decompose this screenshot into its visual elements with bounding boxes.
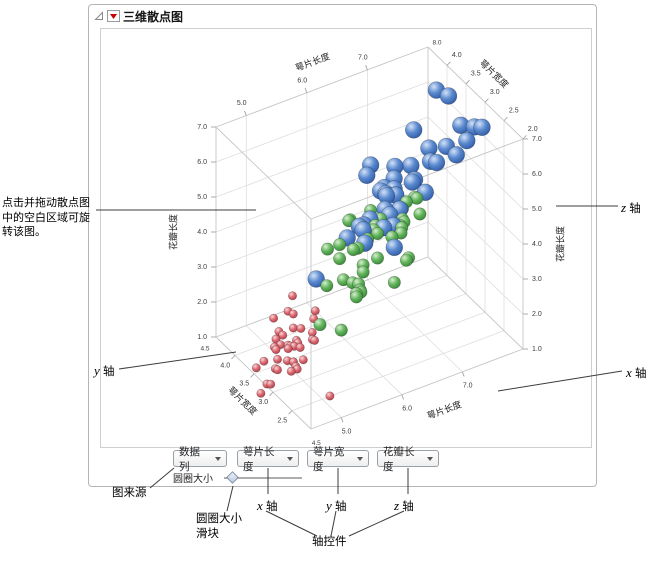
svg-text:3.0: 3.0 xyxy=(258,399,268,406)
disclosure-triangle-icon[interactable] xyxy=(94,11,104,21)
chevron-down-icon xyxy=(427,456,433,461)
svg-text:4.5: 4.5 xyxy=(312,440,321,447)
math-letter: x xyxy=(626,365,632,380)
svg-text:7.0: 7.0 xyxy=(532,136,542,143)
svg-text:4.5: 4.5 xyxy=(200,346,209,353)
svg-text:7.0: 7.0 xyxy=(463,383,473,390)
math-letter: z xyxy=(621,200,627,215)
svg-text:6.0: 6.0 xyxy=(532,171,542,178)
annotation-suffix: 轴 xyxy=(631,368,647,380)
z-axis-dropdown[interactable]: 花瓣长度 xyxy=(377,446,439,473)
svg-text:6.0: 6.0 xyxy=(402,406,412,413)
svg-text:萼片宽度: 萼片宽度 xyxy=(226,384,260,417)
annotation-x-axis: x 轴 xyxy=(626,364,646,382)
report-panel: 三维散点图 5.0 5.0 6.0 6.0 7.0 7.0 2.5 3.0 3.5 4.0 2.0 2… xyxy=(88,4,597,487)
panel-title: 三维散点图 xyxy=(123,9,184,24)
svg-text:3.5: 3.5 xyxy=(471,71,481,78)
circle-size-label: 圆圈大小 xyxy=(173,474,213,485)
annotation-suffix: 轴 xyxy=(331,501,347,513)
svg-text:3.0: 3.0 xyxy=(197,264,207,271)
outline-title-bar: 三维散点图 xyxy=(94,9,184,24)
annotation-y-axis-bottom: y 轴 xyxy=(326,497,346,515)
svg-text:萼片长度: 萼片长度 xyxy=(294,50,332,73)
svg-text:1.0: 1.0 xyxy=(197,334,207,341)
svg-text:2.0: 2.0 xyxy=(528,126,538,133)
svg-text:6.0: 6.0 xyxy=(297,77,307,84)
math-letter: y xyxy=(94,363,100,378)
red-triangle-menu-icon[interactable] xyxy=(107,10,120,22)
svg-text:4.0: 4.0 xyxy=(532,241,542,248)
svg-text:5.0: 5.0 xyxy=(197,194,207,201)
svg-text:7.0: 7.0 xyxy=(358,55,368,62)
svg-text:3.0: 3.0 xyxy=(490,89,500,96)
dropdown-label: 萼片长度 xyxy=(243,445,275,473)
scatterplot-3d-canvas[interactable]: 5.0 5.0 6.0 6.0 7.0 7.0 2.5 3.0 3.5 4.0 2.0 2.5 3.0 3… xyxy=(100,28,592,448)
math-letter: y xyxy=(326,498,332,513)
math-letter: z xyxy=(394,498,400,513)
svg-text:8.0: 8.0 xyxy=(432,40,441,47)
y-axis-dropdown[interactable]: 萼片宽度 xyxy=(307,446,369,473)
svg-text:2.5: 2.5 xyxy=(277,418,287,425)
svg-text:花瓣长度: 花瓣长度 xyxy=(554,226,565,262)
svg-text:2.0: 2.0 xyxy=(532,311,542,318)
svg-text:4.0: 4.0 xyxy=(197,229,207,236)
annotation-z-axis: z 轴 xyxy=(621,199,641,217)
dropdown-label: 数据列 xyxy=(179,445,200,473)
svg-text:1.0: 1.0 xyxy=(532,346,542,353)
annotation-x-axis-bottom: x 轴 xyxy=(257,497,277,515)
chevron-down-icon xyxy=(357,456,363,461)
annotation-axis-controls: 轴控件 xyxy=(312,536,347,548)
annotation-line: 圆圈大小 xyxy=(196,513,242,525)
svg-text:7.0: 7.0 xyxy=(197,124,207,131)
annotation-plot-source: 图来源 xyxy=(112,487,147,499)
circle-size-slider-track[interactable] xyxy=(224,477,302,479)
chevron-down-icon xyxy=(215,456,221,461)
dropdown-label: 萼片宽度 xyxy=(313,445,345,473)
annotation-rotate-hint: 点击并拖动散点图中的空白区域可旋转该图。 xyxy=(2,197,90,239)
svg-text:花瓣长度: 花瓣长度 xyxy=(167,214,178,250)
scatterplot-3d[interactable]: 5.0 5.0 6.0 6.0 7.0 7.0 2.5 3.0 3.5 4.0 2.0 2.5 3.0 3… xyxy=(101,29,591,447)
annotation-z-axis-bottom: z 轴 xyxy=(394,497,414,515)
svg-text:3.5: 3.5 xyxy=(239,381,249,388)
annotation-suffix: 轴 xyxy=(399,501,414,513)
circle-size-slider-thumb[interactable] xyxy=(226,471,239,484)
annotation-suffix: 轴 xyxy=(99,366,115,378)
svg-text:5.0: 5.0 xyxy=(342,428,352,435)
math-letter: x xyxy=(257,498,263,513)
svg-text:3.0: 3.0 xyxy=(532,276,542,283)
annotation-line: 滑块 xyxy=(196,528,219,541)
svg-text:萼片宽度: 萼片宽度 xyxy=(478,57,512,90)
data-columns-dropdown[interactable]: 数据列 xyxy=(173,446,227,473)
svg-text:4.0: 4.0 xyxy=(220,362,230,369)
chevron-down-icon xyxy=(287,456,293,461)
svg-text:2.0: 2.0 xyxy=(197,299,207,306)
x-axis-dropdown[interactable]: 萼片长度 xyxy=(237,446,299,473)
svg-text:5.0: 5.0 xyxy=(532,206,542,213)
svg-text:2.5: 2.5 xyxy=(509,107,519,114)
svg-text:5.0: 5.0 xyxy=(237,100,247,107)
annotation-suffix: 轴 xyxy=(626,203,641,215)
annotation-suffix: 轴 xyxy=(262,501,278,513)
svg-text:6.0: 6.0 xyxy=(197,159,207,166)
annotation-circle-size-slider: 圆圈大小 滑块 xyxy=(196,512,242,542)
dropdown-label: 花瓣长度 xyxy=(383,445,415,473)
svg-text:4.0: 4.0 xyxy=(452,52,462,59)
svg-text:萼片长度: 萼片长度 xyxy=(425,398,463,421)
annotation-y-axis: y 轴 xyxy=(94,362,114,380)
